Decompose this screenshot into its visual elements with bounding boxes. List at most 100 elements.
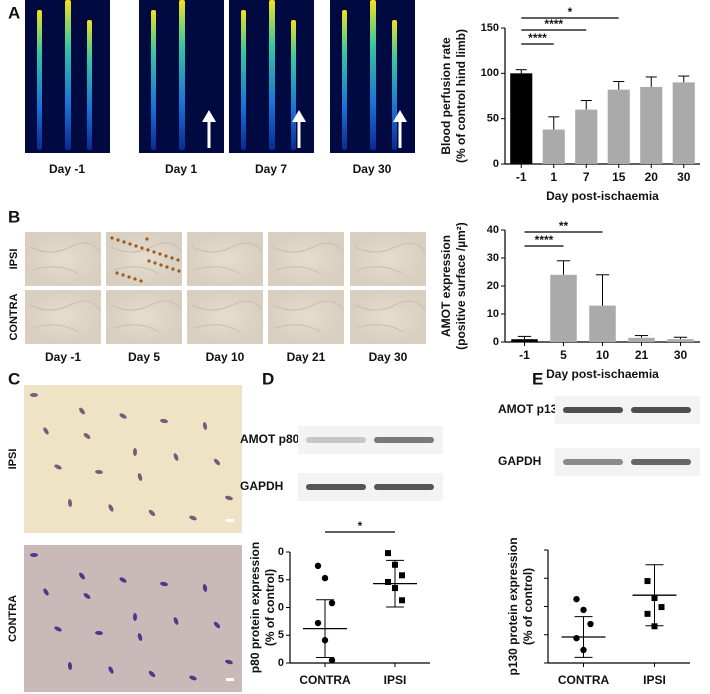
x-tick-label: 5 <box>560 348 567 362</box>
nucleus <box>95 630 103 636</box>
y-axis-label: p130 protein expression <box>506 537 520 675</box>
data-point <box>385 550 391 557</box>
stain <box>146 248 150 252</box>
nucleus <box>189 515 197 521</box>
x-tick-label: 10 <box>596 348 610 362</box>
row-label: CONTRA <box>8 293 20 340</box>
stain <box>171 267 175 271</box>
y-tick-label: 150 <box>481 22 499 34</box>
y-tick-label: 30 <box>487 252 499 264</box>
nucleus <box>189 675 197 681</box>
blot-band <box>563 407 623 413</box>
panel-letter: E <box>532 369 543 388</box>
bar <box>607 89 630 164</box>
image-label: Day 21 <box>287 350 326 364</box>
tissue-texture <box>272 242 344 275</box>
x-tick-label: IPSI <box>384 673 407 687</box>
stain <box>177 269 181 273</box>
tissue-texture <box>272 300 344 333</box>
data-point <box>399 597 405 604</box>
bar <box>640 86 663 164</box>
y-tick-label: 0 <box>278 657 284 669</box>
vessel <box>370 0 376 150</box>
data-point <box>314 562 322 570</box>
significance-label: **** <box>535 233 554 247</box>
vessel <box>342 10 347 150</box>
stain <box>176 258 180 262</box>
x-axis-label: Day post-ischaemia <box>546 189 659 203</box>
x-tick-label: IPSI <box>643 673 666 687</box>
image-label: Day -1 <box>45 350 81 364</box>
blot-label: GAPDH <box>240 479 283 493</box>
panel-letter: C <box>8 369 20 388</box>
y-tick-label: 0 <box>278 601 284 613</box>
stain <box>153 261 157 265</box>
row-label: IPSI <box>7 449 19 470</box>
nucleus <box>148 670 156 678</box>
nucleus <box>108 504 114 512</box>
y-tick-label: 0 <box>493 336 499 348</box>
bar <box>511 339 538 342</box>
ihc-image <box>350 232 426 286</box>
y-axis-label: (% of control hind limb) <box>454 29 468 163</box>
stain <box>139 279 143 283</box>
blot-band <box>631 459 691 465</box>
stain <box>110 236 114 240</box>
vessel <box>241 10 246 150</box>
nucleus <box>30 393 38 397</box>
vessel <box>269 0 275 150</box>
ihc-image <box>106 290 182 344</box>
row-label: CONTRA <box>7 595 19 642</box>
image-label: Day 1 <box>165 162 197 176</box>
tissue-texture <box>354 300 426 333</box>
y-tick-label: 40 <box>487 224 499 236</box>
arrow-head <box>202 110 216 122</box>
y-tick-label: 0 <box>493 158 499 170</box>
image-label: Day 10 <box>206 350 245 364</box>
bar <box>510 73 533 164</box>
tissue-texture <box>29 242 101 275</box>
tissue-texture <box>354 242 426 275</box>
x-axis-label: Day post-ischaemia <box>546 367 659 381</box>
nucleus <box>132 448 138 456</box>
tissue-texture <box>110 242 182 275</box>
ihc-image <box>268 290 344 344</box>
panel-letter: A <box>8 3 20 22</box>
x-tick-label: 15 <box>612 170 626 184</box>
image-label: Day -1 <box>49 162 85 176</box>
nucleus <box>54 626 62 632</box>
ihc-image <box>24 385 242 533</box>
stain <box>116 238 120 242</box>
y-tick-label: 100 <box>481 67 499 79</box>
scale-bar <box>226 519 234 522</box>
nucleus <box>202 584 208 592</box>
x-tick-label: CONTRA <box>299 673 351 687</box>
data-point <box>328 599 336 607</box>
blot-label: AMOT p80 <box>240 432 300 446</box>
nucleus <box>173 617 179 625</box>
x-tick-label: 20 <box>645 170 659 184</box>
ihc-image <box>268 232 344 286</box>
nucleus <box>225 495 233 501</box>
y-tick-label: 5 <box>278 574 284 586</box>
data-point <box>385 578 391 585</box>
stain <box>121 273 125 277</box>
nucleus <box>43 588 49 596</box>
stain <box>122 240 126 244</box>
x-tick-label: -1 <box>516 170 527 184</box>
vessel <box>392 20 397 150</box>
image-label: Day 5 <box>128 350 160 364</box>
blot-band <box>306 437 366 443</box>
nucleus <box>160 581 168 587</box>
blot-band <box>631 407 691 413</box>
tissue-texture <box>191 300 263 333</box>
blot-label: GAPDH <box>498 454 541 468</box>
x-tick-label: 7 <box>583 170 590 184</box>
nucleus <box>225 659 233 665</box>
data-point <box>392 585 398 592</box>
x-tick-label: -1 <box>519 348 530 362</box>
data-point <box>573 595 580 603</box>
stain <box>140 246 144 250</box>
significance-label: **** <box>528 31 547 45</box>
bar <box>575 109 598 164</box>
